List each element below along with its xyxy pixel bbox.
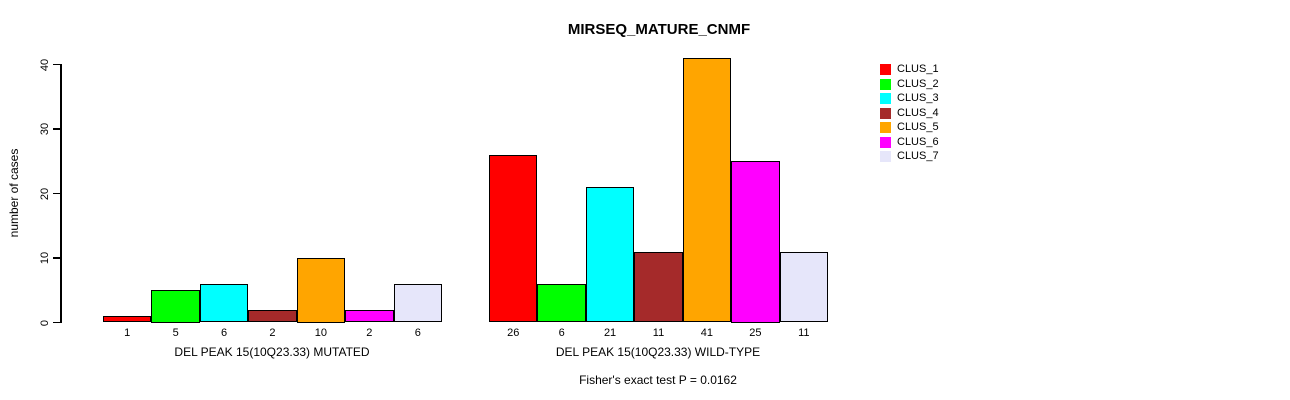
- y-axis-title: number of cases: [7, 148, 21, 238]
- legend-swatch-icon: [880, 136, 891, 148]
- chart-title: MIRSEQ_MATURE_CNMF: [567, 21, 751, 38]
- y-tick-mark: [53, 192, 61, 195]
- y-tick-mark: [53, 63, 61, 66]
- x-group-label-mutated: DEL PEAK 15(10Q23.33) MUTATED: [174, 345, 370, 359]
- legend-entry-clus_6: CLUS_6: [880, 135, 939, 148]
- bar-group2-clus_1: [489, 154, 538, 323]
- legend-label: CLUS_6: [897, 135, 939, 148]
- legend-entry-clus_3: CLUS_3: [880, 93, 939, 104]
- y-tick-label: 20: [39, 187, 51, 200]
- legend-label: CLUS_7: [897, 150, 939, 162]
- y-tick-mark: [53, 128, 61, 130]
- bar-group1-clus_6: [345, 309, 394, 323]
- y-tick-label: 30: [39, 122, 51, 136]
- legend-label: CLUS_1: [897, 63, 939, 75]
- legend-swatch-icon: [880, 151, 891, 162]
- bar-value-label: 2: [269, 327, 276, 339]
- bar-group1-clus_2: [151, 290, 200, 323]
- bar-value-label: 41: [700, 327, 714, 339]
- y-tick-label: 0: [39, 319, 51, 326]
- x-group-label-wildtype: DEL PEAK 15(10Q23.33) WILD-TYPE: [555, 345, 761, 359]
- bar-group1-clus_3: [199, 283, 249, 323]
- bar-group1-clus_5: [296, 258, 346, 323]
- bar-group2-clus_6: [731, 161, 780, 323]
- bar-value-label: 2: [366, 327, 373, 339]
- legend-swatch-icon: [880, 64, 891, 75]
- bar-group1-clus_1: [103, 316, 152, 323]
- legend-entry-clus_4: CLUS_4: [880, 106, 939, 119]
- bar-value-label: 11: [798, 327, 810, 339]
- bar-value-label: 1: [124, 327, 131, 339]
- legend-swatch-icon: [880, 107, 891, 119]
- bar-value-label: 26: [507, 327, 520, 339]
- legend-label: CLUS_5: [897, 121, 939, 133]
- bar-value-label: 21: [603, 327, 617, 339]
- legend: CLUS_1 CLUS_2 CLUS_3 CLUS_4 CLUS_5 CLUS_6 CLUS…: [880, 64, 939, 166]
- legend-label: CLUS_2: [897, 77, 939, 90]
- bar-group2-clus_3: [585, 187, 635, 323]
- y-tick-label: 10: [39, 251, 51, 265]
- bar-value-label: 11: [652, 327, 665, 339]
- bar-value-label: 25: [749, 327, 762, 339]
- bar-group2-clus_4: [634, 251, 683, 323]
- bar-group2-clus_7: [779, 251, 828, 323]
- y-tick-label: 40: [39, 58, 51, 71]
- bar-group1-clus_7: [393, 283, 442, 323]
- bar-group2-clus_5: [682, 58, 732, 323]
- bar-value-label: 6: [558, 327, 565, 339]
- legend-swatch-icon: [880, 78, 891, 90]
- bar-value-label: 6: [221, 327, 228, 339]
- legend-entry-clus_7: CLUS_7: [880, 151, 939, 162]
- legend-label: CLUS_4: [897, 106, 939, 119]
- legend-entry-clus_1: CLUS_1: [880, 64, 939, 75]
- bar-group1-clus_4: [248, 309, 297, 323]
- bar-value-label: 6: [414, 327, 421, 339]
- y-tick-mark: [53, 321, 61, 324]
- legend-entry-clus_2: CLUS_2: [880, 77, 939, 90]
- legend-entry-clus_5: CLUS_5: [880, 122, 939, 133]
- legend-swatch-icon: [880, 122, 891, 133]
- legend-label: CLUS_3: [897, 92, 939, 104]
- fisher-test-annotation: Fisher's exact test P = 0.0162: [579, 373, 737, 387]
- bar-group2-clus_2: [537, 283, 586, 323]
- bar-value-label: 5: [172, 327, 179, 339]
- bar-value-label: 10: [314, 327, 328, 339]
- legend-swatch-icon: [880, 93, 891, 104]
- y-tick-mark: [53, 257, 61, 259]
